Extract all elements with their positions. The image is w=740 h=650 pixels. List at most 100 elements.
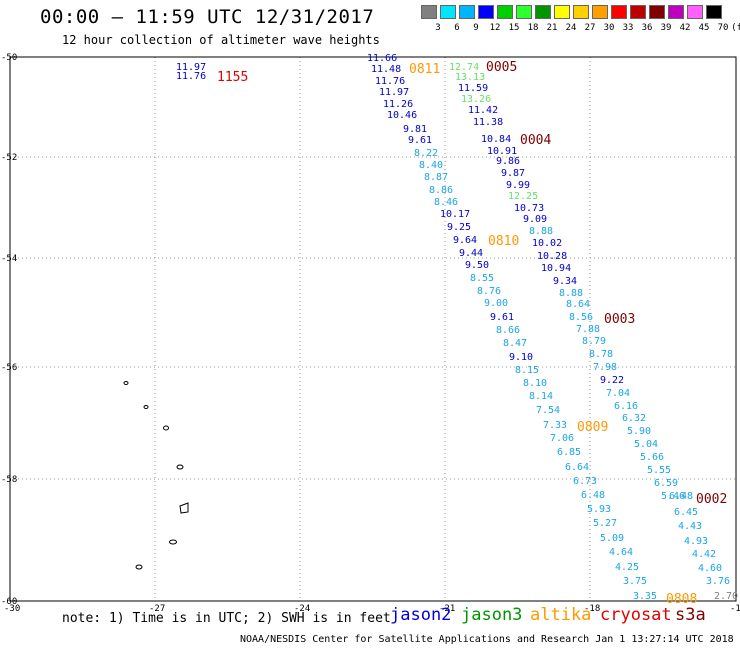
wave-height-value: 7.33	[543, 420, 567, 431]
axis-labels: -50 -52 -54 -56 -58 -60-30 -27 -24 -21 -18 -15	[1, 53, 740, 614]
wave-height-observations: 11.9711.7611.6611.4811.7611.9711.2610.46…	[176, 53, 738, 602]
wave-height-value: 8.10	[523, 378, 547, 389]
wave-height-value: 10.02	[532, 238, 562, 249]
wave-height-value: 4.93	[684, 536, 708, 547]
wave-height-value: 13.26	[461, 94, 491, 105]
wave-height-value: 9.86	[496, 156, 520, 167]
color-scale-swatch	[573, 5, 589, 19]
color-scale-swatch	[478, 5, 494, 19]
wave-height-value: 3.75	[623, 576, 647, 587]
pass-time-label: 0003	[604, 312, 635, 327]
pass-time-label: 0810	[488, 234, 519, 249]
pass-time-label: 0005	[486, 60, 517, 75]
wave-height-value: 9.00	[484, 298, 508, 309]
wave-height-value: 6.85	[557, 447, 581, 458]
wave-height-value: 4.25	[615, 562, 639, 573]
legend-altika: altika	[530, 605, 592, 625]
south-sandwich-islands	[123, 381, 189, 570]
latitude-tick-label: -58	[1, 475, 17, 485]
wave-height-value: 8.88	[559, 288, 583, 299]
wave-height-value: 12.74	[449, 62, 479, 73]
wave-height-value: 9.64	[453, 235, 477, 246]
color-scale-swatch	[687, 5, 703, 19]
wave-height-value: 6.48	[581, 490, 605, 501]
legend-cryosat: cryosat	[600, 605, 672, 625]
color-scale-label: 70	[717, 23, 729, 33]
wave-height-value: 9.50	[465, 260, 489, 271]
map-frame	[9, 56, 737, 602]
credit-line: NOAA/NESDIS Center for Satellite Applica…	[240, 634, 734, 645]
wave-height-value: 8.56	[569, 312, 593, 323]
color-scale-label: 27	[584, 23, 596, 33]
latitude-tick-label: -54	[1, 254, 17, 264]
color-scale-label: 6	[454, 23, 460, 33]
wave-height-value: 11.42	[468, 105, 498, 116]
wave-height-value: 8.76	[477, 286, 501, 297]
wave-height-value: 11.97	[379, 87, 409, 98]
color-scale-label: 12	[489, 23, 501, 33]
wave-height-value: 11.76	[176, 71, 206, 82]
wave-height-value: 10.28	[537, 251, 567, 262]
wave-height-value: 9.61	[490, 312, 514, 323]
graticule	[10, 57, 736, 601]
wave-height-value: 5.46	[661, 491, 685, 502]
latitude-tick-label: -52	[1, 153, 17, 163]
wave-height-value: 8.55	[470, 273, 494, 284]
island-outline	[169, 539, 177, 545]
color-scale-label: 3	[435, 23, 441, 33]
longitude-tick-label: -27	[149, 604, 165, 614]
wave-height-value: 8.66	[496, 325, 520, 336]
units-note: note: 1) Time is in UTC; 2) SWH is in fe…	[62, 611, 391, 626]
wave-height-value: 5.27	[593, 518, 617, 529]
color-scale-swatch	[421, 5, 437, 19]
wave-height-value: 8.22	[414, 148, 438, 159]
wave-height-value: 4.42	[692, 549, 716, 560]
color-scale-label: 18	[527, 23, 539, 33]
color-scale-swatch	[611, 5, 627, 19]
wave-height-value: 11.26	[383, 99, 413, 110]
map-title: 00:00 — 11:59 UTC 12/31/2017	[40, 6, 375, 28]
wave-height-value: 11.97	[176, 62, 206, 73]
wave-height-value: 3.35	[633, 591, 657, 602]
wave-height-value: 8.87	[424, 172, 448, 183]
wave-height-value: 6.48	[669, 491, 693, 502]
color-scale-label: (ft)	[731, 23, 740, 33]
wave-height-value: 9.44	[459, 248, 483, 259]
color-scale-swatch	[649, 5, 665, 19]
pass-time-label: 1155	[217, 70, 248, 85]
wave-height-value: 11.48	[371, 64, 401, 75]
color-scale-swatch	[440, 5, 456, 19]
pass-time-label: 0808	[666, 592, 697, 607]
wave-height-value: 9.34	[553, 276, 577, 287]
latitude-tick-label: -56	[1, 363, 17, 373]
color-scale-label: 21	[546, 23, 558, 33]
color-scale-label: 24	[565, 23, 577, 33]
wave-height-value: 8.46	[434, 197, 458, 208]
color-scale-swatch	[592, 5, 608, 19]
wave-height-value: 10.84	[481, 134, 511, 145]
legend-jason3: jason3	[461, 605, 523, 625]
wave-height-value: 10.17	[440, 209, 470, 220]
wave-height-value: 4.60	[698, 563, 722, 574]
wave-height-value: 5.66	[640, 452, 664, 463]
wave-height-value: 5.90	[627, 426, 651, 437]
latitude-tick-label: -60	[1, 597, 17, 607]
wave-height-value: 8.88	[529, 226, 553, 237]
pass-time-label: 0811	[409, 62, 440, 77]
legend-s3a: s3a	[675, 605, 706, 625]
wave-height-value: 13.13	[455, 72, 485, 83]
longitude-tick-label: -18	[584, 604, 600, 614]
wave-height-value: 11.38	[473, 117, 503, 128]
wave-height-value: 12.25	[508, 191, 538, 202]
color-scale-swatch	[459, 5, 475, 19]
wave-height-value: 8.78	[589, 349, 613, 360]
wave-height-value: 9.99	[506, 180, 530, 191]
wave-height-value: 9.61	[408, 135, 432, 146]
color-scale-label: 15	[508, 23, 520, 33]
pass-time-labels: 1155 0811 0005 0004 0810 0003 0809 0002 0808	[217, 60, 727, 607]
color-scale-swatch	[497, 5, 513, 19]
wave-height-value: 2.70	[714, 591, 738, 602]
island-outline	[163, 425, 169, 431]
wave-height-value: 6.16	[614, 401, 638, 412]
wave-height-value: 9.25	[447, 222, 471, 233]
